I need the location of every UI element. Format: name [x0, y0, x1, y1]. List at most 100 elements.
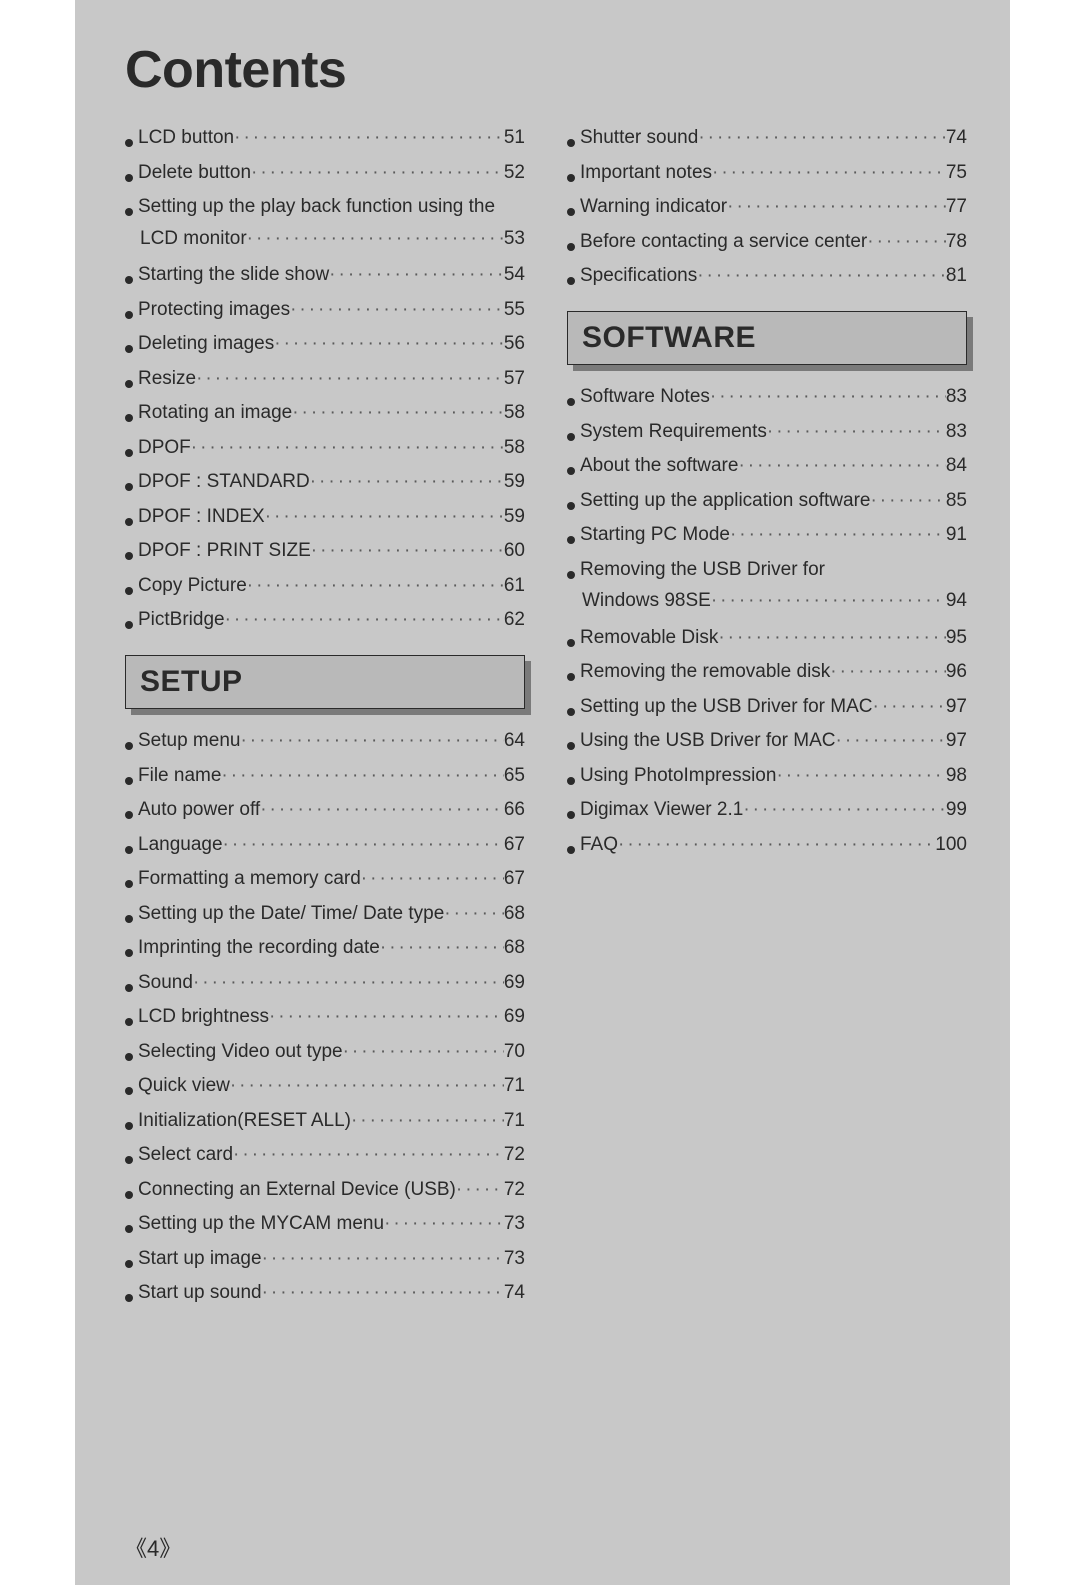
toc-item: Removing the USB Driver for	[567, 560, 967, 579]
toc-item-page: 57	[504, 369, 525, 388]
toc-item-label: Protecting images	[138, 300, 290, 319]
bullet-icon	[567, 846, 575, 854]
bullet-icon	[125, 811, 133, 819]
toc-item-page: 72	[504, 1180, 525, 1199]
bullet-icon	[125, 208, 133, 216]
toc-item: PictBridge······························…	[125, 610, 525, 629]
toc-item-label: Setting up the play back function using …	[138, 197, 495, 216]
toc-item-page: 84	[946, 456, 967, 475]
leader-dots: ········································…	[712, 163, 946, 182]
toc-item: Auto power off··························…	[125, 800, 525, 819]
toc-item: Initialization(RESET ALL)···············…	[125, 1111, 525, 1130]
toc-list-right-initial: Shutter sound···························…	[567, 128, 967, 285]
toc-item-label: Delete button	[138, 163, 251, 182]
toc-item-label: DPOF	[138, 438, 191, 457]
toc-item-page: 53	[504, 228, 525, 250]
toc-item-page: 55	[504, 300, 525, 319]
toc-item-page: 95	[946, 628, 967, 647]
toc-item-page: 56	[504, 334, 525, 353]
toc-item-label: Setting up the application software	[580, 491, 870, 510]
toc-item: Protecting images·······················…	[125, 300, 525, 319]
leader-dots: ········································…	[251, 163, 504, 182]
toc-item: Important notes·························…	[567, 163, 967, 182]
leader-dots: ········································…	[234, 128, 504, 147]
section-label: SETUP	[140, 665, 243, 699]
toc-item: Delete button···························…	[125, 163, 525, 182]
toc-item: LCD button······························…	[125, 128, 525, 147]
leader-dots: ········································…	[247, 228, 504, 250]
toc-item-page: 59	[504, 472, 525, 491]
leader-dots: ········································…	[743, 800, 946, 819]
toc-item-label: FAQ	[580, 835, 618, 854]
leader-dots: ········································…	[230, 1076, 504, 1095]
toc-item-label: Imprinting the recording date	[138, 938, 380, 957]
toc-item-page: 85	[946, 491, 967, 510]
right-column: Shutter sound···························…	[567, 128, 967, 1318]
toc-item-label: Select card	[138, 1145, 233, 1164]
toc-item: Setup menu······························…	[125, 731, 525, 750]
toc-item: Select card·····························…	[125, 1145, 525, 1164]
toc-item-label: Starting the slide show	[138, 265, 329, 284]
toc-item-label: Warning indicator	[580, 197, 727, 216]
toc-item-page: 69	[504, 1007, 525, 1026]
leader-dots: ········································…	[233, 1145, 504, 1164]
bullet-icon	[125, 483, 133, 491]
toc-item-page: 61	[504, 576, 525, 595]
toc-item: Setting up the play back function using …	[125, 197, 525, 216]
toc-item-page: 71	[504, 1111, 525, 1130]
toc-item-label: Using PhotoImpression	[580, 766, 776, 785]
toc-item: About the software······················…	[567, 456, 967, 475]
leader-dots: ········································…	[290, 300, 504, 319]
bullet-icon	[125, 518, 133, 526]
toc-item-page: 83	[946, 422, 967, 441]
leader-dots: ········································…	[269, 1007, 504, 1026]
toc-item-label: Language	[138, 835, 223, 854]
toc-item-page: 67	[504, 869, 525, 888]
toc-item-label: Removing the removable disk	[580, 662, 830, 681]
toc-item-page: 54	[504, 265, 525, 284]
toc-item: Resize··································…	[125, 369, 525, 388]
leader-dots: ········································…	[873, 697, 946, 716]
toc-item: Removing the removable disk·············…	[567, 662, 967, 681]
toc-item: Rotating an image·······················…	[125, 403, 525, 422]
toc-item: File name·······························…	[125, 766, 525, 785]
leader-dots: ········································…	[191, 438, 504, 457]
toc-item-label: Auto power off	[138, 800, 260, 819]
bullet-icon	[567, 243, 575, 251]
toc-item-page: 98	[946, 766, 967, 785]
toc-item-label: Start up sound	[138, 1283, 262, 1302]
bullet-icon	[125, 311, 133, 319]
toc-item-label: Quick view	[138, 1076, 230, 1095]
bullet-icon	[125, 1053, 133, 1061]
toc-item-label: Rotating an image	[138, 403, 292, 422]
columns: LCD button······························…	[125, 128, 960, 1318]
toc-item-label: LCD monitor	[140, 228, 247, 250]
leader-dots: ········································…	[867, 232, 946, 251]
toc-list-left-initial: LCD button······························…	[125, 128, 525, 629]
bullet-icon	[125, 552, 133, 560]
leader-dots: ········································…	[710, 387, 946, 406]
toc-item-label: Setting up the Date/ Time/ Date type	[138, 904, 444, 923]
bullet-icon	[567, 502, 575, 510]
bullet-icon	[567, 777, 575, 785]
section-box: SOFTWARE	[567, 311, 967, 365]
toc-item-page: 73	[504, 1214, 525, 1233]
toc-item-page: 66	[504, 800, 525, 819]
toc-item-label: About the software	[580, 456, 738, 475]
bullet-icon	[125, 1122, 133, 1130]
toc-item-page: 60	[504, 541, 525, 560]
toc-item-page: 70	[504, 1042, 525, 1061]
bullet-icon	[567, 398, 575, 406]
leader-dots: ········································…	[265, 507, 504, 526]
toc-item: Removable Disk··························…	[567, 628, 967, 647]
leader-dots: ········································…	[196, 369, 504, 388]
bullet-icon	[125, 380, 133, 388]
toc-item-page: 74	[946, 128, 967, 147]
toc-item-label: Starting PC Mode	[580, 525, 730, 544]
page-number: 《4》	[125, 1531, 181, 1563]
leader-dots: ········································…	[343, 1042, 504, 1061]
toc-item-page: 69	[504, 973, 525, 992]
toc-item: Selecting Video out type················…	[125, 1042, 525, 1061]
leader-dots: ········································…	[329, 265, 504, 284]
leader-dots: ········································…	[727, 197, 946, 216]
